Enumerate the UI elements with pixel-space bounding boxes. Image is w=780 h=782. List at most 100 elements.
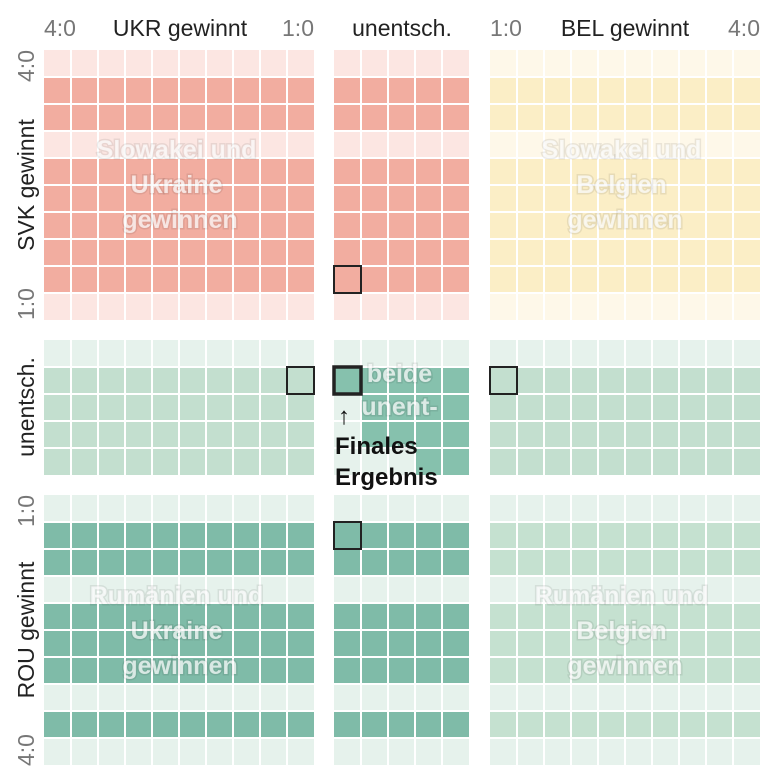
gridline-v xyxy=(387,340,389,475)
cell-rou-ukr-8-4 xyxy=(152,711,179,738)
cell-rou-ukr-9-1 xyxy=(71,738,98,765)
cell-rou-ukr-7-0 xyxy=(44,684,71,711)
cell-rou-ukr-4-4 xyxy=(152,603,179,630)
cell-svk-bel-6-2 xyxy=(544,212,571,239)
cell-svk-ukr-4-0 xyxy=(44,158,71,185)
cell-svk-draw-8-2 xyxy=(388,266,415,293)
cell-draw-draw-0-3 xyxy=(415,340,442,367)
cell-rou-ukr-6-1 xyxy=(71,657,98,684)
cell-rou-ukr-0-1 xyxy=(71,495,98,522)
cell-svk-ukr-3-4 xyxy=(152,131,179,158)
cell-svk-bel-8-5 xyxy=(625,266,652,293)
cell-svk-bel-1-2 xyxy=(544,77,571,104)
cell-rou-draw-8-1 xyxy=(361,711,388,738)
cell-svk-bel-2-0 xyxy=(490,104,517,131)
cell-svk-bel-6-4 xyxy=(598,212,625,239)
cell-svk-ukr-1-4 xyxy=(152,77,179,104)
gridline-v xyxy=(678,340,680,475)
cell-svk-ukr-9-9 xyxy=(287,293,314,320)
cell-rou-bel-4-9 xyxy=(733,603,760,630)
cell-draw-draw-2-1 xyxy=(361,394,388,421)
highlighted-cells xyxy=(286,265,518,550)
cell-svk-ukr-9-6 xyxy=(206,293,233,320)
cell-svk-draw-0-4 xyxy=(442,50,469,77)
cell-svk-bel-1-1 xyxy=(517,77,544,104)
gridline-h xyxy=(44,710,314,712)
cell-rou-draw-1-4 xyxy=(442,522,469,549)
cell-rou-bel-5-6 xyxy=(652,630,679,657)
row-label-draw: unentsch. xyxy=(13,357,39,457)
cell-svk-bel-2-4 xyxy=(598,104,625,131)
cell-svk-bel-2-5 xyxy=(625,104,652,131)
gridline-h xyxy=(44,548,314,550)
cell-svk-bel-9-6 xyxy=(652,293,679,320)
cell-rou-ukr-2-9 xyxy=(287,549,314,576)
cell-svk-bel-9-1 xyxy=(517,293,544,320)
cell-svk-bel-9-9 xyxy=(733,293,760,320)
cell-svk-draw-2-4 xyxy=(442,104,469,131)
cell-svk-draw-2-2 xyxy=(388,104,415,131)
cell-rou-ukr-2-8 xyxy=(260,549,287,576)
cell-svk-ukr-5-2 xyxy=(98,185,125,212)
cell-svk-bel-9-4 xyxy=(598,293,625,320)
row-label-rou: ROU gewinnt xyxy=(13,561,39,698)
cell-rou-ukr-8-0 xyxy=(44,711,71,738)
cell-rou-ukr-2-6 xyxy=(206,549,233,576)
cell-svk-ukr-1-5 xyxy=(179,77,206,104)
cell-draw-bel-4-5 xyxy=(625,448,652,475)
cell-draw-bel-4-9 xyxy=(733,448,760,475)
gridline-h xyxy=(334,602,469,604)
cell-rou-draw-5-2 xyxy=(388,630,415,657)
cell-rou-ukr-7-2 xyxy=(98,684,125,711)
cell-rou-ukr-7-8 xyxy=(260,684,287,711)
gridline-v xyxy=(124,340,126,475)
cell-svk-draw-5-0 xyxy=(334,185,361,212)
cell-svk-draw-7-1 xyxy=(361,239,388,266)
cell-rou-ukr-3-9 xyxy=(287,576,314,603)
cell-svk-bel-5-9 xyxy=(733,185,760,212)
cell-svk-ukr-8-5 xyxy=(179,266,206,293)
gridline-v xyxy=(651,340,653,475)
cell-svk-bel-8-0 xyxy=(490,266,517,293)
cell-draw-draw-2-0 xyxy=(334,394,361,421)
cell-rou-ukr-4-8 xyxy=(260,603,287,630)
cell-draw-bel-1-1 xyxy=(517,367,544,394)
gridline-v xyxy=(360,340,362,475)
cell-rou-ukr-0-9 xyxy=(287,495,314,522)
cell-rou-ukr-9-5 xyxy=(179,738,206,765)
cell-rou-draw-2-0 xyxy=(334,549,361,576)
cell-svk-ukr-7-6 xyxy=(206,239,233,266)
cell-svk-draw-0-2 xyxy=(388,50,415,77)
cell-rou-ukr-3-8 xyxy=(260,576,287,603)
cell-rou-ukr-2-3 xyxy=(125,549,152,576)
cell-svk-draw-6-2 xyxy=(388,212,415,239)
cell-rou-ukr-5-5 xyxy=(179,630,206,657)
cell-svk-bel-2-6 xyxy=(652,104,679,131)
cell-rou-bel-2-4 xyxy=(598,549,625,576)
cell-svk-ukr-7-7 xyxy=(233,239,260,266)
cell-svk-bel-4-3 xyxy=(571,158,598,185)
cell-svk-ukr-7-0 xyxy=(44,239,71,266)
cell-svk-ukr-7-8 xyxy=(260,239,287,266)
cell-draw-bel-3-3 xyxy=(571,421,598,448)
cell-rou-ukr-2-7 xyxy=(233,549,260,576)
gridline-h xyxy=(44,737,314,739)
cell-rou-draw-6-4 xyxy=(442,657,469,684)
gridline-v xyxy=(441,340,443,475)
cell-rou-bel-2-0 xyxy=(490,549,517,576)
cell-draw-draw-0-0 xyxy=(334,340,361,367)
row-tick-svk-bottom: 1:0 xyxy=(13,288,39,320)
cell-draw-ukr-1-3 xyxy=(125,367,152,394)
cell-svk-bel-0-5 xyxy=(625,50,652,77)
cell-draw-bel-2-2 xyxy=(544,394,571,421)
cell-draw-bel-1-5 xyxy=(625,367,652,394)
cell-rou-bel-8-0 xyxy=(490,711,517,738)
cell-rou-bel-6-9 xyxy=(733,657,760,684)
cell-svk-ukr-7-1 xyxy=(71,239,98,266)
cell-rou-ukr-7-6 xyxy=(206,684,233,711)
cell-rou-ukr-5-4 xyxy=(152,630,179,657)
quadrant-label-svk-ukr: Slowakei und Ukraine gewinnen xyxy=(97,136,264,234)
cell-rou-bel-4-2 xyxy=(544,603,571,630)
cell-svk-bel-9-7 xyxy=(679,293,706,320)
cell-svk-ukr-5-7 xyxy=(233,185,260,212)
